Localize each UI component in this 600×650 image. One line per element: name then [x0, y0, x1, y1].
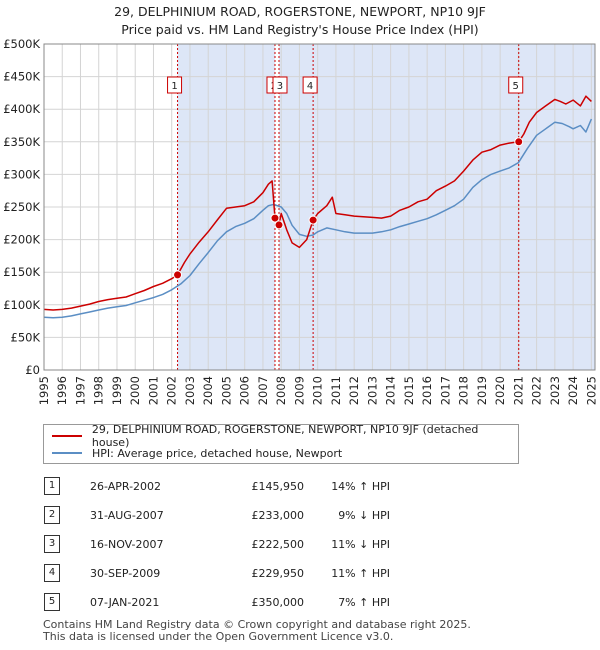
- transaction-number: 4: [44, 564, 60, 582]
- x-tick-label: 2002: [165, 376, 179, 405]
- x-tick-label: 1997: [73, 376, 87, 405]
- transaction-number: 5: [44, 593, 60, 611]
- x-tick-label: 2017: [438, 376, 452, 405]
- x-tick-label: 2019: [475, 376, 489, 405]
- x-tick-label: 2010: [311, 376, 325, 405]
- x-tick-label: 2023: [548, 376, 562, 405]
- x-tick-label: 2006: [238, 376, 252, 405]
- table-row: 2 31-AUG-2007 £233,000 9% ↓ HPI: [40, 506, 480, 526]
- sale-marker-label: 4: [307, 81, 313, 92]
- sale-point: [173, 270, 183, 280]
- x-tick-label: 2016: [420, 376, 434, 405]
- transaction-hpi-diff: 7% ↑ HPI: [338, 596, 390, 609]
- x-tick-label: 2013: [365, 376, 379, 405]
- sale-marker-box: [508, 76, 524, 94]
- legend-swatch-property: [52, 435, 82, 437]
- transaction-price: £222,500: [251, 538, 305, 551]
- transaction-price: £229,950: [251, 567, 305, 580]
- x-tick-label: 1995: [37, 376, 51, 405]
- y-tick-label: £350K: [3, 135, 40, 149]
- transaction-date: 16-NOV-2007: [90, 538, 164, 551]
- x-tick-label: 2024: [566, 376, 580, 405]
- chart-title: 29, DELPHINIUM ROAD, ROGERSTONE, NEWPORT…: [114, 4, 486, 19]
- y-tick-label: £200K: [3, 233, 40, 247]
- transaction-hpi-diff: 11% ↑ HPI: [331, 567, 390, 580]
- transaction-hpi-diff: 14% ↑ HPI: [331, 480, 390, 493]
- x-tick-label: 2008: [274, 376, 288, 405]
- transaction-hpi-diff: 11% ↓ HPI: [331, 538, 390, 551]
- table-row: 5 07-JAN-2021 £350,000 7% ↑ HPI: [40, 593, 480, 613]
- sale-marker-box: [302, 76, 318, 94]
- table-row: 1 26-APR-2002 £145,950 14% ↑ HPI: [40, 477, 480, 497]
- sale-point: [274, 220, 284, 230]
- x-tick-label: 1996: [55, 376, 69, 405]
- y-tick-label: £450K: [3, 70, 40, 84]
- sale-marker-box: [167, 76, 183, 94]
- sale-point: [308, 215, 318, 225]
- x-tick-label: 2007: [256, 376, 270, 405]
- sale-point: [270, 213, 280, 223]
- transaction-price: £145,950: [251, 480, 305, 493]
- y-tick-label: £0: [25, 363, 40, 377]
- y-tick-label: £500K: [3, 37, 40, 51]
- legend-label-property: 29, DELPHINIUM ROAD, ROGERSTONE, NEWPORT…: [91, 423, 479, 449]
- footer-copyright: Contains HM Land Registry data © Crown c…: [43, 618, 471, 631]
- x-tick-label: 2015: [402, 376, 416, 405]
- transaction-date: 07-JAN-2021: [90, 596, 160, 609]
- hpi-line: [43, 118, 593, 319]
- transaction-price: £233,000: [251, 509, 305, 522]
- sale-point: [514, 137, 524, 147]
- x-tick-label: 2001: [146, 376, 160, 405]
- transaction-date: 30-SEP-2009: [90, 567, 161, 580]
- x-tick-label: 2025: [584, 376, 598, 405]
- x-tick-label: 2021: [511, 376, 525, 405]
- legend-swatch-hpi: [52, 452, 82, 454]
- legend-item-hpi: HPI: Average price, detached house, Newp…: [52, 445, 342, 461]
- x-tick-label: 2003: [183, 376, 197, 405]
- price-chart: 12345 £0£50K£100K£150K£200K£250K£300K£35…: [3, 37, 598, 405]
- x-tick-label: 2020: [493, 376, 507, 405]
- y-tick-label: £50K: [11, 330, 41, 344]
- y-tick-label: £400K: [3, 102, 40, 116]
- y-tick-label: £300K: [3, 167, 40, 181]
- x-tick-label: 2014: [384, 376, 398, 405]
- sale-marker-box: [272, 76, 288, 94]
- transaction-date: 26-APR-2002: [90, 480, 162, 493]
- x-tick-label: 1998: [92, 376, 106, 405]
- x-tick-label: 2012: [347, 376, 361, 405]
- legend-label-hpi: HPI: Average price, detached house, Newp…: [92, 446, 343, 460]
- table-row: 4 30-SEP-2009 £229,950 11% ↑ HPI: [40, 564, 480, 584]
- y-tick-label: £100K: [3, 298, 40, 312]
- x-tick-label: 2005: [219, 376, 233, 405]
- y-tick-label: £150K: [3, 265, 40, 279]
- legend-item-property: 29, DELPHINIUM ROAD, ROGERSTONE, NEWPORT…: [52, 423, 518, 449]
- transaction-price: £350,000: [251, 596, 305, 609]
- transaction-hpi-diff: 9% ↓ HPI: [338, 509, 390, 522]
- footer-licence: This data is licensed under the Open Gov…: [43, 630, 394, 643]
- transaction-number: 2: [44, 506, 60, 524]
- sale-marker-label: 3: [277, 81, 283, 92]
- table-row: 3 16-NOV-2007 £222,500 11% ↓ HPI: [40, 535, 480, 555]
- x-tick-label: 2011: [329, 376, 343, 405]
- chart-subtitle: Price paid vs. HM Land Registry's House …: [121, 22, 479, 37]
- x-tick-label: 2018: [457, 376, 471, 405]
- sale-marker-label: 1: [171, 81, 177, 92]
- transaction-number: 3: [44, 535, 60, 553]
- x-tick-label: 2022: [530, 376, 544, 405]
- x-tick-label: 2000: [128, 376, 142, 405]
- x-tick-label: 2004: [201, 376, 215, 405]
- transaction-number: 1: [44, 477, 60, 495]
- footer-attribution: Contains HM Land Registry data © Crown c…: [43, 619, 471, 643]
- transaction-date: 31-AUG-2007: [90, 509, 164, 522]
- plot-frame: [43, 43, 596, 371]
- sale-marker-label: 5: [513, 81, 519, 92]
- chart-legend: 29, DELPHINIUM ROAD, ROGERSTONE, NEWPORT…: [43, 423, 519, 464]
- x-tick-label: 2009: [292, 376, 306, 405]
- y-tick-label: £250K: [3, 200, 40, 214]
- x-tick-label: 1999: [110, 376, 124, 405]
